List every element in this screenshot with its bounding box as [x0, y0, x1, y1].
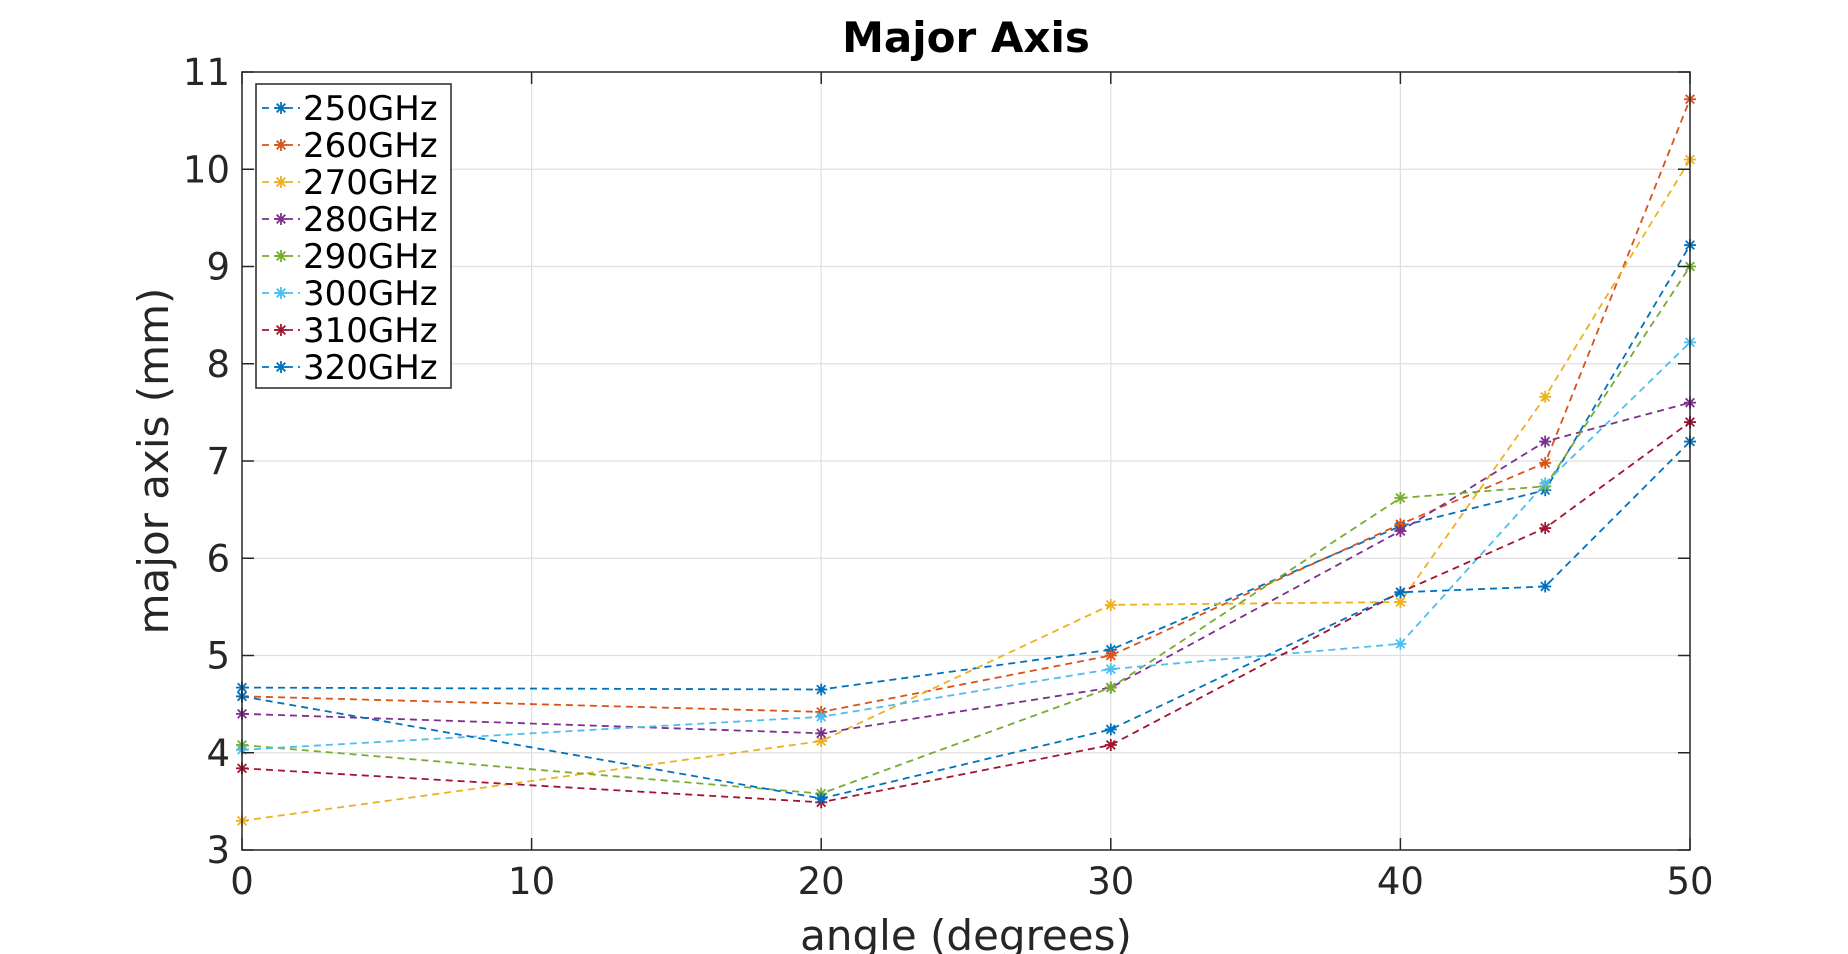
data-point-250GHz — [815, 683, 828, 696]
y-tick-label: 7 — [206, 440, 230, 483]
series-line-290GHz — [241, 266, 1691, 795]
x-tick-label: 40 — [1377, 860, 1424, 903]
y-axis-label: major axis (mm) — [129, 288, 178, 635]
series-layer — [236, 93, 1696, 827]
legend-item: 300GHz — [262, 274, 438, 314]
legend-marker — [275, 213, 287, 225]
legend-marker — [275, 250, 287, 262]
data-point-320GHz — [1104, 723, 1117, 736]
y-tick-label: 11 — [183, 51, 230, 94]
legend-marker — [275, 361, 287, 373]
legend-item: 280GHz — [262, 200, 438, 240]
data-point-280GHz — [815, 727, 828, 740]
data-point-290GHz — [1104, 681, 1117, 694]
data-point-310GHz — [1539, 522, 1552, 535]
legend-item: 270GHz — [262, 163, 438, 203]
x-tick-label: 30 — [1087, 860, 1134, 903]
series-line-280GHz — [241, 401, 1691, 735]
legend-label: 250GHz — [303, 89, 438, 129]
legend-marker — [275, 139, 287, 151]
legend-label: 270GHz — [303, 163, 438, 203]
data-point-260GHz — [1104, 649, 1117, 662]
series-line-300GHz — [241, 341, 1691, 751]
x-axis-ticks: 0 10 20 30 40 50 — [230, 72, 1714, 903]
data-point-280GHz — [1394, 525, 1407, 538]
data-point-320GHz — [1539, 580, 1552, 593]
legend-item: 320GHz — [262, 348, 438, 388]
y-tick-label: 3 — [206, 829, 230, 872]
y-tick-label: 8 — [206, 343, 230, 386]
data-point-290GHz — [1394, 491, 1407, 504]
series-line-310GHz — [241, 421, 1691, 804]
y-tick-label: 9 — [206, 246, 230, 289]
y-tick-label: 10 — [183, 148, 230, 191]
legend-label: 290GHz — [303, 237, 438, 277]
y-tick-label: 4 — [206, 732, 230, 775]
legend-marker — [275, 102, 287, 114]
series-line-320GHz — [241, 440, 1691, 800]
data-point-300GHz — [1104, 663, 1117, 676]
x-tick-label: 20 — [798, 860, 845, 903]
legend-label: 300GHz — [303, 274, 438, 314]
data-point-300GHz — [1539, 477, 1552, 490]
legend-box — [255, 83, 452, 389]
data-point-320GHz — [815, 792, 828, 805]
data-point-270GHz — [1104, 598, 1117, 611]
data-point-300GHz — [1394, 637, 1407, 650]
legend: 250GHz260GHz270GHz280GHz290GHz300GHz310G… — [255, 83, 452, 389]
legend-label: 260GHz — [303, 126, 438, 166]
x-tick-label: 10 — [508, 860, 555, 903]
legend-marker — [275, 287, 287, 299]
series-line-270GHz — [241, 159, 1691, 822]
legend-label: 320GHz — [303, 348, 438, 388]
y-tick-label: 5 — [206, 635, 230, 678]
legend-label: 310GHz — [303, 311, 438, 351]
data-point-260GHz — [1539, 456, 1552, 469]
legend-item: 260GHz — [262, 126, 438, 166]
data-point-270GHz — [1539, 390, 1552, 403]
grid — [242, 72, 1690, 850]
data-point-320GHz — [1394, 586, 1407, 599]
legend-item: 310GHz — [262, 311, 438, 351]
data-point-310GHz — [1104, 738, 1117, 751]
x-axis-label: angle (degrees) — [800, 911, 1132, 954]
x-tick-label: 50 — [1666, 860, 1713, 903]
y-axis-ticks: 3 4 5 6 7 8 9 10 11 — [183, 51, 1690, 872]
series-line-260GHz — [241, 98, 1691, 713]
legend-marker — [275, 176, 287, 188]
x-tick-label: 0 — [230, 860, 254, 903]
legend-item: 290GHz — [262, 237, 438, 277]
data-point-280GHz — [1539, 435, 1552, 448]
y-tick-label: 6 — [206, 537, 230, 580]
legend-marker — [275, 324, 287, 336]
legend-label: 280GHz — [303, 200, 438, 240]
chart-title: Major Axis — [842, 13, 1090, 62]
series-line-250GHz — [241, 244, 1691, 691]
data-point-300GHz — [815, 710, 828, 723]
legend-item: 250GHz — [262, 89, 438, 129]
